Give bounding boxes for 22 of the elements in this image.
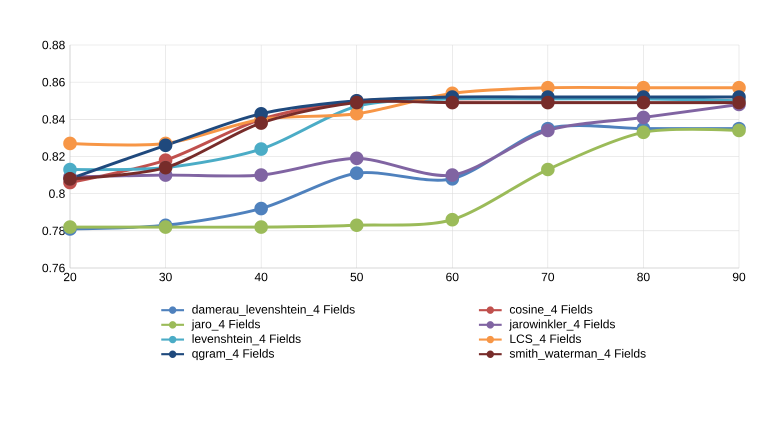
legend-label: qgram_4 Fields [192,348,274,360]
y-tick-label: 0.86 [42,78,65,86]
legend-label: cosine_4 Fields [510,304,592,316]
x-tick-label: 90 [732,272,746,282]
legend-label: levenshtein_4 Fields [192,334,301,346]
x-tick-label: 70 [542,272,554,282]
y-tick-label: 0.82 [42,152,65,161]
x-tick-label: 80 [637,272,650,282]
y-tick-label: 0.76 [42,264,65,272]
legend-label: jaro_4 Fields [191,320,260,331]
x-tick-label: 30 [159,272,172,282]
legend-label: smith_waterman_4 Fields [510,348,646,360]
x-tick-label: 60 [446,272,458,282]
legend-label: damerau_levenshtein_4 Fields [192,304,355,316]
x-tick-label: 20 [64,272,76,282]
y-tick-label: 0.88 [42,40,65,50]
legend-label: LCS_4 Fields [510,334,581,346]
y-tick-label: 0.84 [42,115,65,124]
x-tick-label: 50 [350,272,363,282]
x-tick-label: 40 [254,272,268,282]
y-tick-label: 0.8 [49,189,65,198]
legend-label: jarowinkler_4 Fields [509,320,615,331]
